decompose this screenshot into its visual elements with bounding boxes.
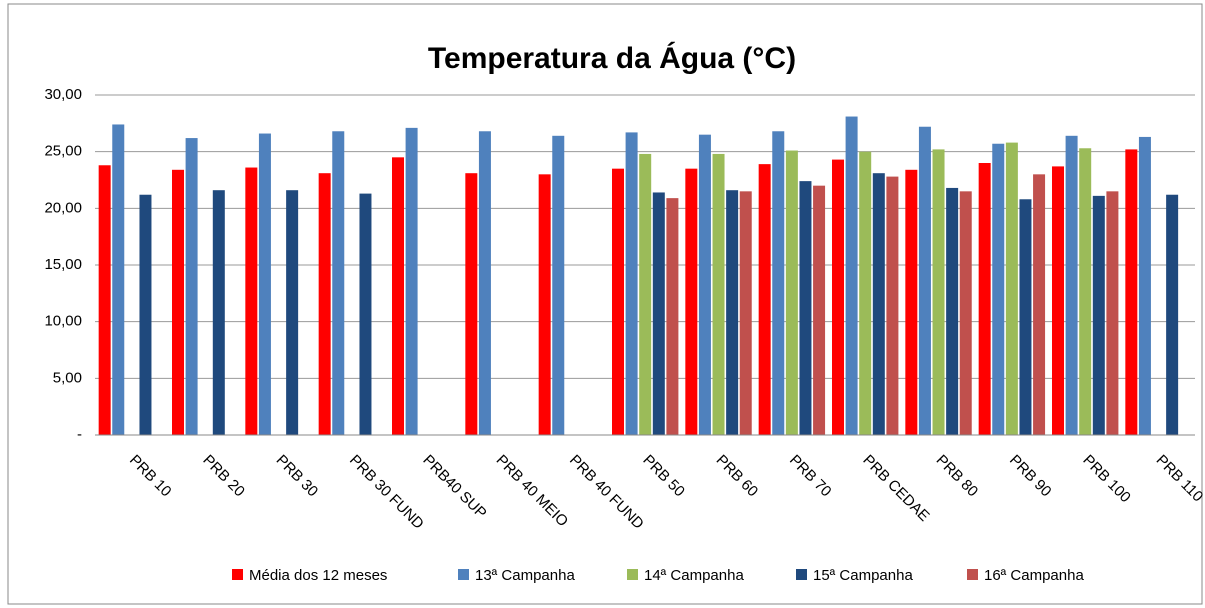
bar xyxy=(172,169,184,436)
bar xyxy=(1052,166,1064,435)
legend-label: Média dos 12 meses xyxy=(249,567,387,584)
legend-label: 16ª Campanha xyxy=(984,567,1084,584)
bar xyxy=(1079,148,1092,435)
bar xyxy=(712,153,725,435)
bar xyxy=(872,173,885,435)
bar xyxy=(685,168,698,435)
bar xyxy=(1019,199,1032,435)
bar xyxy=(1033,174,1046,436)
bar xyxy=(1005,142,1018,435)
bar xyxy=(359,193,372,435)
legend-swatch xyxy=(796,569,807,580)
bar xyxy=(832,159,844,435)
bar xyxy=(478,131,491,435)
bar xyxy=(1106,191,1119,435)
bar xyxy=(112,124,125,435)
bar xyxy=(652,192,665,435)
bar xyxy=(1166,194,1179,435)
legend-swatch xyxy=(458,569,469,580)
bar xyxy=(139,194,152,435)
bar xyxy=(405,127,418,435)
legend-swatch xyxy=(967,569,978,580)
y-tick-label: 15,00 xyxy=(44,256,82,273)
bar xyxy=(698,134,711,435)
y-tick-label: 25,00 xyxy=(44,143,82,160)
bar xyxy=(845,116,858,436)
bar xyxy=(758,164,771,435)
bar xyxy=(978,163,991,435)
bar xyxy=(886,176,899,435)
bar xyxy=(552,135,565,436)
bar xyxy=(1065,135,1078,436)
bar xyxy=(1138,136,1151,435)
bar xyxy=(785,150,798,436)
bar xyxy=(992,143,1005,435)
legend-swatch xyxy=(232,569,243,580)
bar xyxy=(1125,149,1138,435)
bar xyxy=(258,133,271,436)
bar xyxy=(1092,195,1105,435)
bar xyxy=(392,157,404,436)
bar xyxy=(859,151,872,435)
bar xyxy=(286,190,299,435)
bar xyxy=(666,198,679,435)
bar xyxy=(946,187,959,435)
bar xyxy=(245,167,258,436)
y-tick-label: 5,00 xyxy=(53,369,82,386)
bar xyxy=(918,126,931,435)
bar xyxy=(538,174,551,436)
legend-swatch xyxy=(627,569,638,580)
bar xyxy=(212,190,225,435)
bar xyxy=(799,181,812,435)
bar xyxy=(932,149,945,435)
bar xyxy=(813,185,826,435)
bar xyxy=(739,191,752,435)
y-tick-label: 10,00 xyxy=(44,313,82,330)
bar xyxy=(959,191,972,435)
chart-title: Temperatura da Água (°C) xyxy=(428,41,796,75)
legend-label: 13ª Campanha xyxy=(475,567,575,584)
bar xyxy=(772,131,785,435)
bar xyxy=(726,190,739,435)
bar xyxy=(612,168,624,435)
bar xyxy=(465,173,478,435)
bar xyxy=(98,165,111,435)
y-tick-label: - xyxy=(77,426,82,443)
legend-label: 15ª Campanha xyxy=(813,567,913,584)
legend-label: 14ª Campanha xyxy=(644,567,744,584)
bar xyxy=(318,173,331,435)
bar xyxy=(905,169,918,436)
bar xyxy=(332,131,345,435)
bar xyxy=(639,153,652,435)
y-tick-label: 20,00 xyxy=(44,199,82,216)
bar xyxy=(185,138,198,436)
bar xyxy=(625,132,638,435)
y-tick-label: 30,00 xyxy=(44,86,82,103)
